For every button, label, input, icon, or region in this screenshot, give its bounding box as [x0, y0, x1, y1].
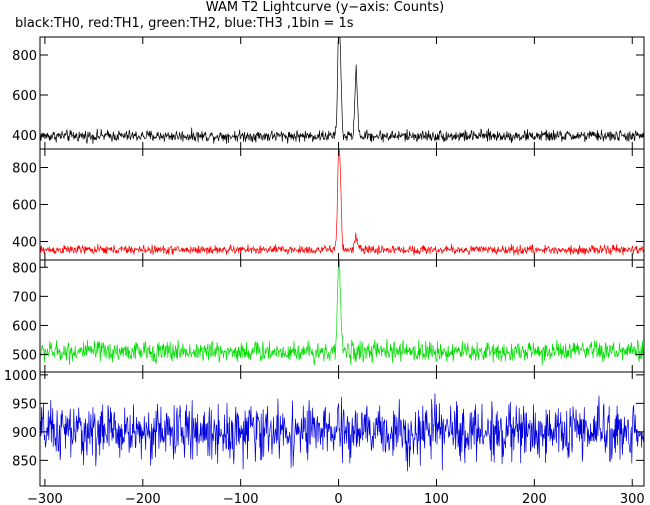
x-tick-label: 0 — [334, 492, 342, 505]
x-tick-label: 100 — [424, 492, 449, 505]
y-tick-label: 600 — [12, 319, 37, 334]
series-line-TH3 — [39, 393, 645, 472]
y-tick-label: 900 — [12, 426, 37, 441]
chart-title: WAM T2 Lightcurve (y−axis: Counts) — [205, 0, 445, 15]
y-tick-label: 800 — [12, 49, 37, 64]
y-tick-label: 500 — [12, 349, 37, 364]
y-tick-label: 400 — [12, 236, 37, 251]
y-tick-label: 800 — [12, 162, 37, 177]
y-tick-label: 850 — [12, 454, 37, 469]
panel-frame-TH2 — [39, 259, 645, 373]
y-tick-label: 400 — [12, 129, 37, 144]
panel-frame-TH3 — [39, 371, 645, 487]
series-line-TH0 — [39, 36, 645, 144]
y-tick-label: 950 — [12, 397, 37, 412]
x-tick-label: −200 — [125, 492, 161, 505]
y-tick-label: 700 — [12, 290, 37, 305]
chart-subtitle: black:TH0, red:TH1, green:TH2, blue:TH3 … — [15, 16, 354, 31]
x-tick-label: −300 — [27, 492, 63, 505]
x-tick-label: 300 — [620, 492, 645, 505]
y-tick-label: 1000 — [4, 369, 37, 384]
y-tick-label: 600 — [12, 199, 37, 214]
panel-frame-TH1 — [39, 148, 645, 261]
series-line-TH2 — [39, 259, 645, 366]
y-tick-label: 800 — [12, 261, 37, 276]
y-tick-label: 600 — [12, 89, 37, 104]
x-tick-label: −100 — [223, 492, 259, 505]
x-tick-label: 200 — [522, 492, 547, 505]
series-line-TH1 — [39, 148, 645, 256]
